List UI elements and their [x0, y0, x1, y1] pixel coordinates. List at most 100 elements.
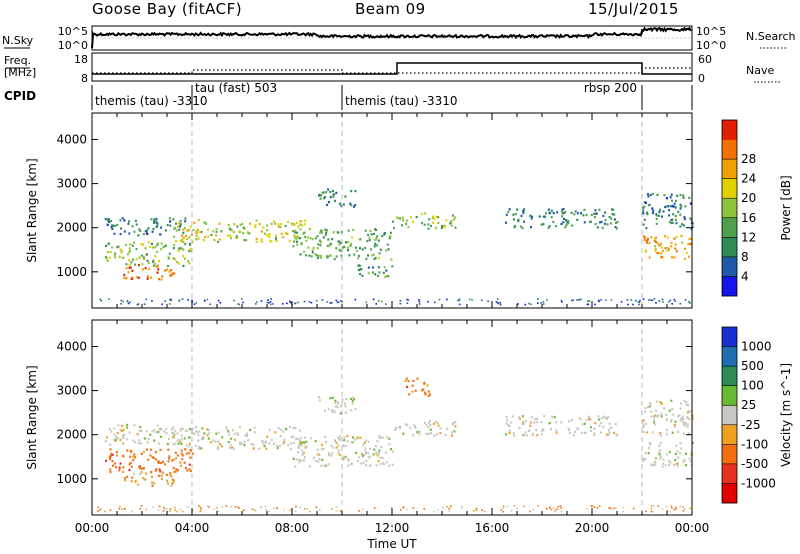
echo-cell	[119, 256, 121, 258]
echo-cell	[668, 214, 670, 216]
echo-cell	[364, 442, 366, 444]
echo-cell	[109, 468, 111, 470]
echo-cell	[543, 429, 545, 431]
echo-cell	[335, 406, 337, 408]
echo-cell	[162, 461, 164, 463]
echo-cell	[267, 302, 269, 304]
echo-cell	[677, 211, 679, 213]
echo-cell	[549, 212, 551, 214]
echo-cell	[405, 223, 407, 225]
echo-cell	[533, 421, 535, 423]
echo-cell	[160, 248, 162, 250]
echo-cell	[295, 506, 297, 508]
echo-cell	[320, 255, 322, 257]
echo-cell	[357, 257, 359, 259]
echo-cell	[137, 483, 139, 485]
echo-cell	[589, 300, 591, 302]
echo-cell	[295, 302, 297, 304]
echo-cell	[525, 420, 527, 422]
echo-cell	[573, 434, 575, 436]
echo-cell	[454, 425, 456, 427]
echo-cell	[189, 457, 191, 459]
echo-cell	[374, 243, 376, 245]
echo-cell	[652, 210, 654, 212]
echo-cell	[576, 299, 578, 301]
echo-cell	[173, 236, 175, 238]
echo-cell	[167, 224, 169, 226]
echo-cell	[230, 237, 232, 239]
echo-cell	[660, 456, 662, 458]
echo-cell	[299, 459, 301, 461]
echo-cell	[594, 506, 596, 508]
echo-cell	[131, 270, 133, 272]
echo-cell	[673, 256, 675, 258]
echo-cell	[320, 194, 322, 196]
echo-cell	[161, 478, 163, 480]
echo-cell	[212, 230, 214, 232]
echo-cell	[189, 464, 191, 466]
echo-cell	[122, 257, 124, 259]
echo-cell	[428, 395, 430, 397]
echo-cell	[687, 404, 689, 406]
echo-cell	[627, 304, 629, 306]
echo-cell	[198, 434, 200, 436]
echo-cell	[446, 428, 448, 430]
echo-cell	[175, 223, 177, 225]
echo-cell	[158, 460, 160, 462]
echo-cell	[337, 403, 339, 405]
echo-cell	[335, 192, 337, 194]
echo-cell	[120, 251, 122, 253]
echo-cell	[145, 247, 147, 249]
echo-cell	[643, 423, 645, 425]
echo-cell	[546, 299, 548, 301]
echo-cell	[190, 226, 192, 228]
echo-cell	[378, 266, 380, 268]
echo-cell	[208, 432, 210, 434]
echo-cell	[177, 469, 179, 471]
echo-cell	[168, 455, 170, 457]
echo-cell	[371, 254, 373, 256]
echo-cell	[154, 255, 156, 257]
echo-cell	[521, 215, 523, 217]
echo-cell	[556, 211, 558, 213]
x-tick-label: 08:00	[275, 521, 310, 535]
echo-cell	[146, 509, 148, 511]
echo-cell	[549, 422, 551, 424]
echo-cell	[365, 258, 367, 260]
echo-cell	[428, 228, 430, 230]
echo-cell	[666, 429, 668, 431]
colorbar-tick-label: 100	[741, 379, 764, 393]
echo-cell	[430, 432, 432, 434]
echo-cell	[182, 249, 184, 251]
echo-cell	[645, 227, 647, 229]
echo-cell	[360, 268, 362, 270]
echo-cell	[126, 438, 128, 440]
echo-cell	[123, 274, 125, 276]
echo-cell	[676, 195, 678, 197]
echo-cell	[139, 230, 141, 232]
echo-cell	[648, 452, 650, 454]
echo-cell	[334, 400, 336, 402]
echo-cell	[654, 238, 656, 240]
echo-cell	[280, 435, 282, 437]
echo-cell	[537, 505, 539, 507]
echo-cell	[194, 303, 196, 305]
echo-cell	[300, 437, 302, 439]
colorbar-tick-label: 16	[741, 211, 756, 225]
echo-cell	[120, 233, 122, 235]
echo-cell	[503, 505, 505, 507]
echo-cell	[260, 507, 262, 509]
colorbar-cell	[722, 327, 737, 347]
echo-cell	[289, 240, 291, 242]
echo-cell	[340, 250, 342, 252]
echo-cell	[667, 236, 669, 238]
echo-cell	[405, 380, 407, 382]
echo-cell	[642, 207, 644, 209]
echo-cell	[446, 299, 448, 301]
echo-cell	[187, 260, 189, 262]
echo-cell	[304, 236, 306, 238]
echo-cell	[266, 224, 268, 226]
echo-cell	[531, 416, 533, 418]
echo-cell	[119, 467, 121, 469]
echo-cell	[610, 508, 612, 510]
